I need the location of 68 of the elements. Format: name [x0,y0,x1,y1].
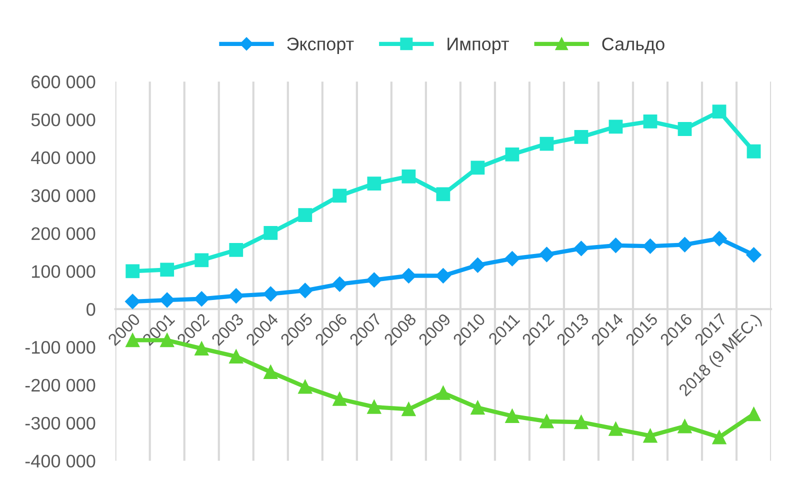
point [436,268,451,284]
point [366,272,382,288]
point [298,208,312,222]
point [608,422,623,436]
point [367,400,382,414]
point [608,238,624,253]
point [436,187,450,202]
point [540,136,554,151]
legend-label: Сальдо [602,38,664,54]
point [574,240,589,256]
point [643,114,658,128]
point [746,407,761,422]
y-tick-label: 500 000 [31,113,96,126]
point [332,392,347,406]
point [126,264,140,278]
point [194,291,210,306]
point [402,169,416,184]
point [229,350,244,364]
point [194,253,209,268]
y-tick-label: -200 000 [25,378,96,392]
point [263,286,278,302]
point [574,415,588,430]
point [470,258,486,273]
point [264,365,278,380]
point [574,130,588,144]
y-tick-label: 100 000 [32,265,96,278]
point [712,430,726,444]
y-tick-label: -100 000 [25,340,96,354]
y-tick-label: 300 000 [31,189,96,202]
point [642,238,658,254]
point [608,120,623,134]
point [264,226,278,240]
point [470,160,485,175]
y-tick-label: 600 000 [32,76,96,88]
y-tick-label: -300 000 [25,416,96,430]
point [160,262,174,277]
point [712,104,726,118]
point [298,282,313,298]
point [539,246,554,262]
point [160,292,175,308]
point [712,231,727,246]
y-tick-label: 0 [86,303,96,316]
point [677,237,692,252]
point [643,428,658,443]
point [125,294,140,310]
y-tick-label: 400 000 [31,151,96,164]
y-tick-label: -400 000 [25,454,96,468]
point [505,409,520,423]
point [332,188,347,203]
legend-label: Импорт [448,38,509,54]
point [367,176,382,191]
point [402,402,416,416]
point [505,147,520,162]
y-tick-label: 200 000 [32,227,96,240]
point [298,380,312,394]
point [504,251,520,266]
point [228,288,244,304]
point [540,414,554,428]
point [470,400,485,415]
point [229,243,244,257]
point [678,419,692,434]
point [678,122,692,136]
point [436,386,450,400]
point [332,276,348,292]
legend-label: Экспорт [287,38,354,54]
point [746,247,762,262]
point [401,268,416,284]
point [746,144,761,158]
